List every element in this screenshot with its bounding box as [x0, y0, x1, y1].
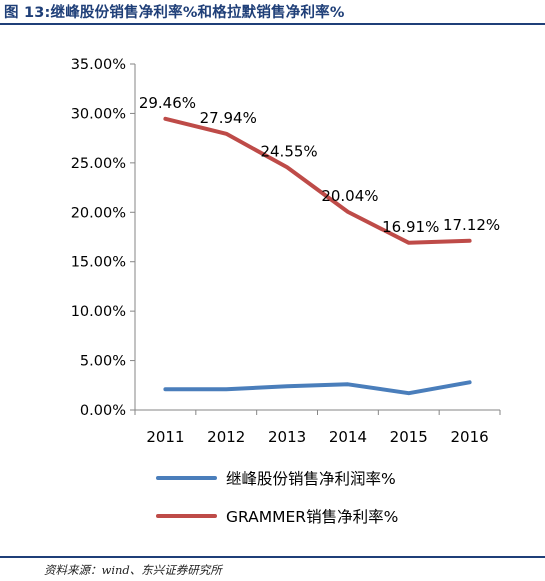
y-tick-label: 25.00% [71, 156, 126, 172]
x-tick-label: 2013 [268, 428, 306, 446]
series-line-2 [163, 116, 472, 245]
data-label: 27.94% [200, 109, 257, 127]
x-tick-label: 2012 [207, 428, 245, 446]
title-underline [0, 23, 545, 25]
data-label: 16.91% [382, 218, 439, 236]
footer-rule [0, 556, 545, 558]
x-tick-label: 2011 [146, 428, 184, 446]
x-tick-label: 2016 [450, 428, 488, 446]
figure-title: 图 13:继峰股份销售净利率%和格拉默销售净利率% [4, 5, 345, 21]
y-tick-label: 30.00% [71, 106, 126, 122]
y-tick-label: 0.00% [80, 403, 126, 419]
x-tick-label: 2014 [329, 428, 367, 446]
data-label: 29.46% [139, 94, 196, 112]
legend-label-1: 继峰股份销售净利润率% [226, 470, 396, 488]
x-tick-label: 2015 [390, 428, 428, 446]
y-tick-label: 15.00% [71, 255, 126, 271]
y-tick-label: 10.00% [71, 304, 126, 320]
y-tick-label: 20.00% [71, 205, 126, 221]
data-label: 17.12% [443, 216, 500, 234]
series-line-1 [163, 380, 472, 396]
y-tick-label: 35.00% [71, 57, 126, 73]
data-label: 20.04% [321, 187, 378, 205]
source-note: 资料来源：wind、东兴证券研究所 [44, 563, 222, 577]
legend-label-2: GRAMMER销售净利率% [226, 508, 398, 526]
y-tick-label: 5.00% [80, 354, 126, 370]
data-label: 24.55% [260, 142, 317, 160]
